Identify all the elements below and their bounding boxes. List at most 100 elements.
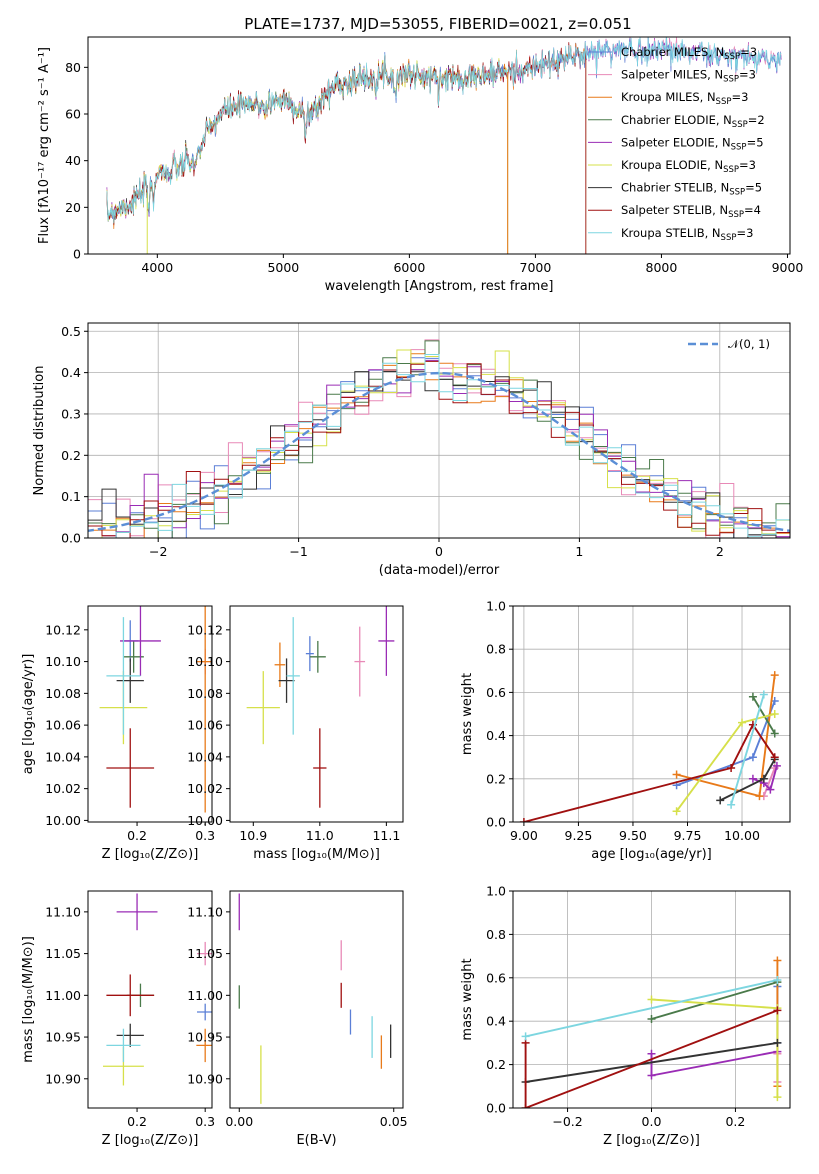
weight-marker bbox=[770, 710, 779, 718]
errorbar-point-6 bbox=[116, 1023, 144, 1048]
y-tick-label: 10.00 bbox=[45, 813, 81, 828]
weight-marker bbox=[716, 796, 725, 805]
y-tick-label: 0.4 bbox=[486, 728, 506, 743]
errorbar-point-1 bbox=[354, 626, 366, 697]
legend-label-end: =5 bbox=[745, 181, 762, 195]
y-tick-label: 10.12 bbox=[45, 622, 81, 637]
weight-marker bbox=[748, 753, 757, 762]
y-axis-label: mass weight bbox=[460, 958, 475, 1040]
weight-marker bbox=[773, 1006, 782, 1015]
y-tick-label: 0.4 bbox=[486, 1014, 506, 1029]
legend-label-main: Salpeter STELIB, N bbox=[621, 203, 728, 217]
legend-label-main: Kroupa MILES, N bbox=[621, 90, 716, 104]
errorbar-point-1 bbox=[197, 941, 212, 966]
x-tick-label: −0.2 bbox=[552, 1114, 582, 1129]
x-tick-label: 10.9 bbox=[239, 828, 267, 843]
weight-marker bbox=[521, 1104, 530, 1108]
x-tick-label: 0.0 bbox=[642, 1114, 662, 1129]
y-tick-label: 10.06 bbox=[187, 718, 223, 733]
errorbar-point-7 bbox=[106, 728, 155, 808]
y-tick-label: 0.8 bbox=[486, 642, 506, 657]
y-axis-label: Flux [fλ10⁻¹⁷ erg cm⁻² s⁻¹ A⁻¹] bbox=[37, 47, 52, 244]
weight-marker bbox=[755, 792, 764, 801]
y-tick-label: 10.90 bbox=[45, 1071, 81, 1086]
legend-label-sub: SSP bbox=[731, 142, 747, 152]
y-tick-label: 10.06 bbox=[45, 718, 81, 733]
axes-frame bbox=[87, 605, 213, 823]
x-tick-label: 0 bbox=[435, 544, 443, 559]
weight-marker bbox=[727, 800, 736, 809]
y-tick-label: 60 bbox=[65, 107, 81, 122]
histogram-series-8 bbox=[88, 354, 790, 538]
axes-frame bbox=[87, 36, 791, 255]
y-tick-label: 80 bbox=[65, 60, 81, 75]
x-tick-label: 0.2 bbox=[127, 828, 147, 843]
weight-marker bbox=[727, 764, 736, 772]
weight-marker bbox=[672, 807, 681, 816]
y-tick-label: 1.0 bbox=[486, 884, 506, 899]
y-tick-label: 40 bbox=[65, 153, 81, 168]
plot-area bbox=[238, 893, 392, 1104]
errorbar-point-6 bbox=[278, 658, 295, 703]
errorbar-point-0 bbox=[197, 1003, 212, 1021]
x-tick-label: 0.3 bbox=[195, 828, 215, 843]
x-axis-label: (data-model)/error bbox=[379, 563, 500, 578]
x-tick-label: 9.75 bbox=[674, 828, 702, 843]
legend-label-end: =5 bbox=[747, 135, 764, 149]
legend-label-4: Salpeter ELODIE, NSSP=5 bbox=[621, 135, 764, 152]
weight-marker bbox=[759, 774, 768, 783]
legend-label-sub: SSP bbox=[728, 210, 744, 220]
x-tick-label: 9.50 bbox=[619, 828, 647, 843]
weight-marker bbox=[770, 729, 779, 738]
weight-series-3 bbox=[651, 981, 778, 1020]
weight-marker bbox=[773, 956, 782, 965]
legend-label-main: Chabrier STELIB, N bbox=[621, 181, 729, 195]
legend-label-normal: 𝒩(0, 1) bbox=[728, 337, 770, 351]
x-tick-label: 2 bbox=[716, 544, 724, 559]
weight-marker bbox=[773, 975, 782, 984]
x-axis-label: Z [log₁₀(Z/Z⊙)] bbox=[102, 1133, 199, 1148]
x-tick-label: 0.00 bbox=[225, 1114, 253, 1129]
weight-marker bbox=[519, 818, 528, 822]
weight-marker bbox=[748, 692, 757, 701]
weight-marker bbox=[770, 671, 779, 680]
y-tick-label: 0.2 bbox=[486, 1057, 506, 1072]
legend-label-6: Chabrier STELIB, NSSP=5 bbox=[621, 181, 762, 198]
errorbar-point-2 bbox=[197, 606, 212, 813]
plot-area bbox=[246, 606, 395, 808]
legend-label-2: Kroupa MILES, NSSP=3 bbox=[621, 90, 748, 107]
x-tick-label: 4000 bbox=[141, 260, 173, 275]
x-axis-label: wavelength [Angstrom, rest frame] bbox=[325, 279, 554, 294]
y-tick-label: 20 bbox=[65, 200, 81, 215]
weight-marker bbox=[672, 770, 681, 779]
x-tick-label: 11.0 bbox=[306, 828, 334, 843]
weight-marker bbox=[772, 761, 781, 770]
y-tick-label: 10.04 bbox=[45, 749, 81, 764]
y-axis-label: age [log₁₀(age/yr)] bbox=[21, 654, 36, 775]
axes-frame bbox=[229, 605, 404, 823]
legend-label-7: Salpeter STELIB, NSSP=4 bbox=[621, 203, 761, 220]
legend-label-sub: SSP bbox=[721, 233, 737, 243]
weight-series-8 bbox=[730, 694, 765, 805]
y-tick-label: 10.95 bbox=[45, 1030, 81, 1045]
y-tick-label: 11.05 bbox=[45, 946, 81, 961]
weight-series-7 bbox=[524, 1009, 778, 1108]
x-axis-label: age [log₁₀(age/yr)] bbox=[591, 847, 712, 862]
y-tick-label: 0.0 bbox=[61, 531, 81, 546]
errorbar-point-4 bbox=[378, 606, 395, 676]
plot-area bbox=[88, 339, 790, 538]
legend-label-sub: SSP bbox=[729, 188, 745, 198]
errorbar-point-4 bbox=[120, 606, 161, 676]
weight-marker bbox=[748, 774, 757, 783]
weight-series-8 bbox=[525, 979, 778, 1038]
x-axis-label: E(B-V) bbox=[296, 1133, 336, 1148]
errorbar-point-2 bbox=[196, 1028, 212, 1063]
axes-mass-weight-vs-age: 9.00 9.25 9.50 9.75 10.00 0.0 0.2 0.4 0.6 0.8 1.0 a… bbox=[460, 599, 791, 862]
x-tick-label: 0.05 bbox=[380, 1114, 408, 1129]
axes-spectrum: 4000 5000 6000 7000 8000 9000 0 20 40 60 80 wavelen… bbox=[37, 36, 803, 294]
y-tick-label: 10.02 bbox=[187, 781, 223, 796]
y-tick-label: 0.2 bbox=[486, 771, 506, 786]
axes-frame bbox=[512, 605, 791, 823]
plot-area bbox=[99, 606, 212, 813]
